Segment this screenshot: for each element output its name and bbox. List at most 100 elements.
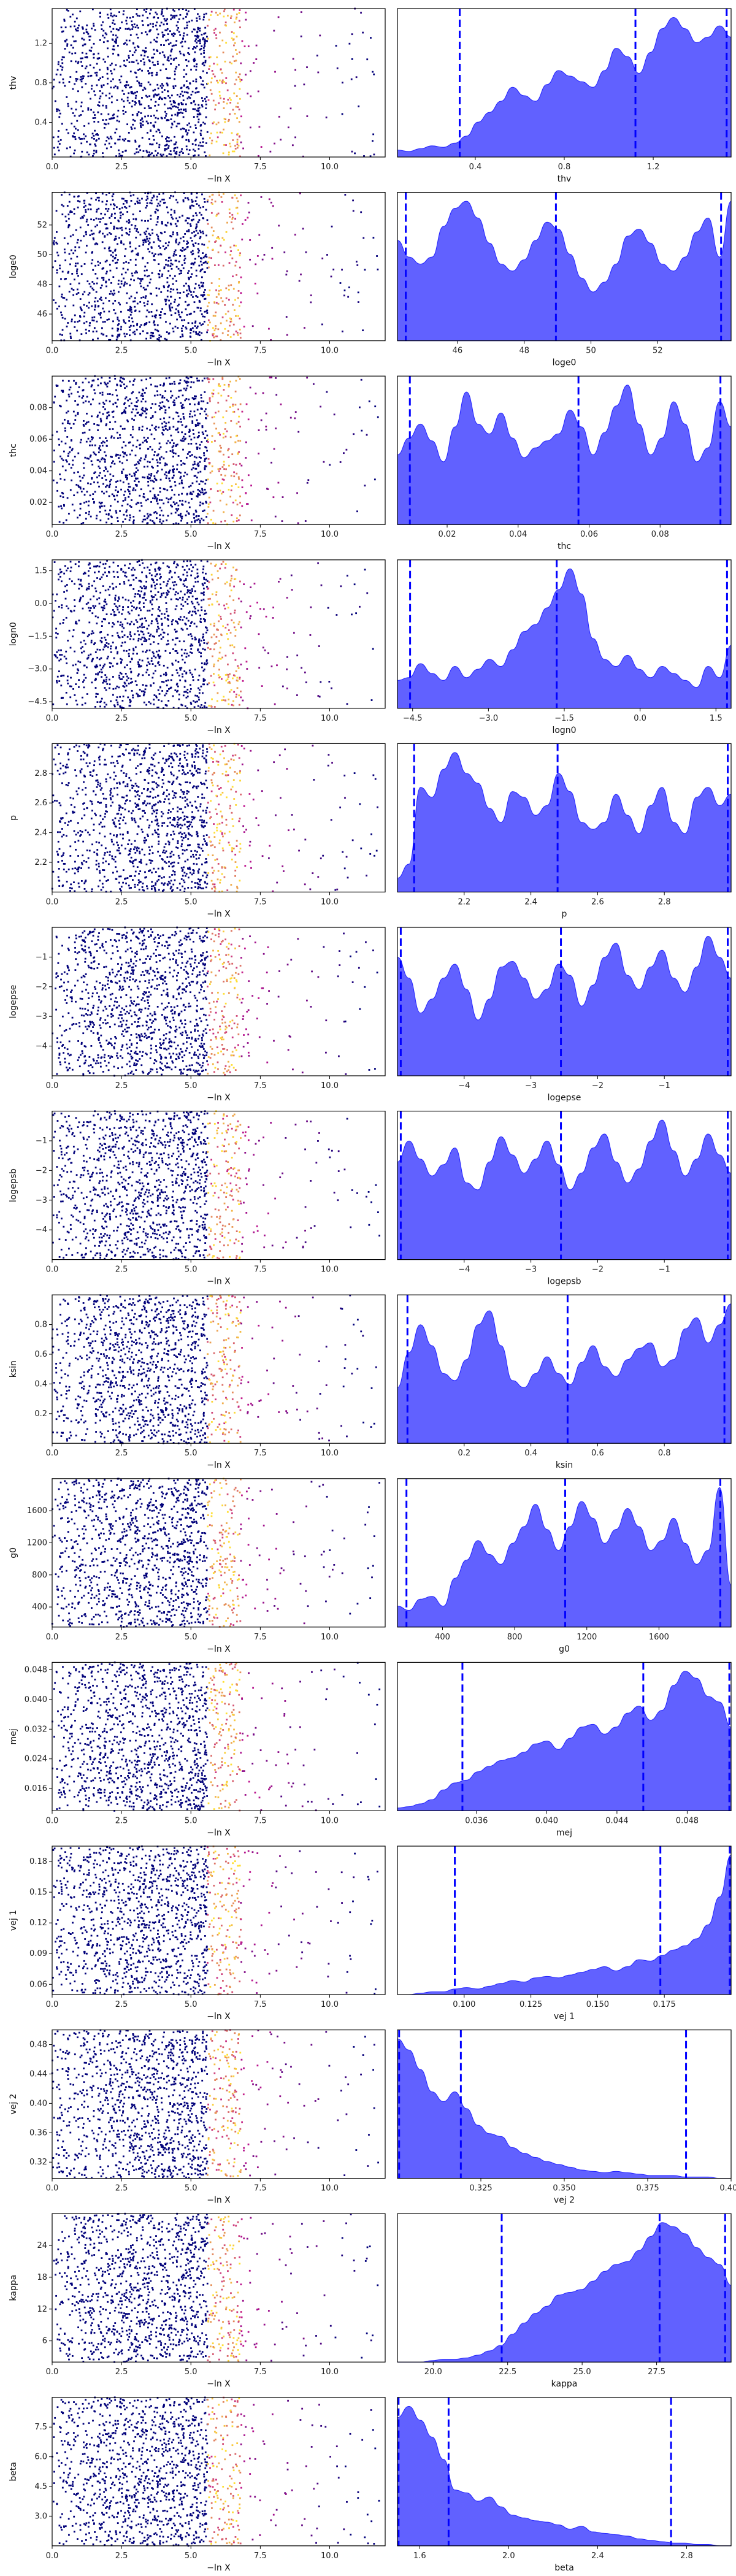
trace-point [111,456,113,458]
trace-point [166,610,168,613]
trace-point [151,335,154,337]
trace-point [356,510,358,513]
trace-point [306,377,309,379]
trace-point [105,259,108,262]
trace-point [188,53,191,56]
trace-point [156,21,158,23]
trace-point [213,336,215,339]
trace-point [216,237,218,239]
trace-point [122,267,125,270]
trace-point [191,240,193,242]
trace-point [175,25,178,27]
trace-point [167,624,169,627]
trace-point [126,59,128,61]
trace-point [115,339,118,341]
trace-point [129,631,131,634]
trace-point [134,224,137,227]
trace-point [241,486,243,489]
trace-point [225,82,227,85]
trace-point [147,240,150,242]
trace-point [196,225,198,228]
trace-point [213,416,215,418]
trace-point [231,132,233,134]
trace-point [80,309,83,312]
trace-point [177,504,180,507]
trace-point [222,264,224,267]
trace-point [201,441,203,443]
trace-point [121,90,124,92]
trace-point [199,447,201,450]
trace-point [188,304,190,306]
trace-point [105,147,108,150]
trace-point [136,502,139,504]
trace-point [174,312,177,315]
trace-point [179,315,182,318]
trace-point [167,472,170,474]
trace-point [177,661,180,663]
trace-point [90,607,92,609]
trace-point [115,586,118,588]
trace-point [194,59,196,61]
trace-point [186,12,188,15]
trace-point [150,623,153,624]
trace-point [153,694,156,696]
trace-point [145,337,148,340]
trace-point [63,248,66,251]
trace-point [125,673,127,675]
trace-point [209,398,211,401]
trace-point [88,283,91,285]
trace-point [140,413,142,416]
trace-point [193,131,195,134]
trace-point [207,439,209,441]
trace-point [66,325,68,328]
trace-point [149,293,151,295]
trace-point [225,144,227,146]
trace-point [88,585,90,588]
trace-point [132,194,135,196]
trace-point [194,395,196,397]
trace-point [83,650,85,653]
trace-point [158,566,160,569]
trace-point [70,440,72,442]
trace-point [158,144,161,146]
trace-point [228,395,229,397]
trace-point [198,674,201,677]
trace-point [107,137,110,140]
trace-point [142,150,145,152]
trace-point [151,651,154,653]
trace-point [200,407,202,410]
trace-point [137,26,139,29]
trace-point [87,656,90,659]
trace-point [163,266,166,269]
trace-point [212,510,215,512]
trace-point [99,221,101,223]
trace-point [194,694,197,697]
trace-point [97,305,99,308]
trace-point [230,250,232,252]
trace-point [212,234,214,237]
trace-point [98,101,101,104]
trace-point [96,243,99,245]
trace-point [90,483,92,485]
trace-point [171,306,174,309]
trace-point [66,589,68,592]
trace-point [58,305,60,308]
trace-y-tick-label: 0.4 [34,118,47,128]
trace-point [139,332,142,335]
trace-point [94,605,97,607]
trace-point [162,193,164,195]
trace-point [221,82,224,84]
trace-point [123,113,125,115]
trace-point [241,410,243,413]
trace-point [236,274,238,276]
trace-point [155,429,157,431]
trace-point [123,332,126,335]
trace-point [164,97,167,99]
trace-point [163,613,166,615]
trace-point [106,559,108,562]
trace-point [56,651,58,653]
trace-point [177,523,180,525]
trace-point [118,207,121,210]
trace-point [191,482,194,485]
trace-point [171,94,173,97]
